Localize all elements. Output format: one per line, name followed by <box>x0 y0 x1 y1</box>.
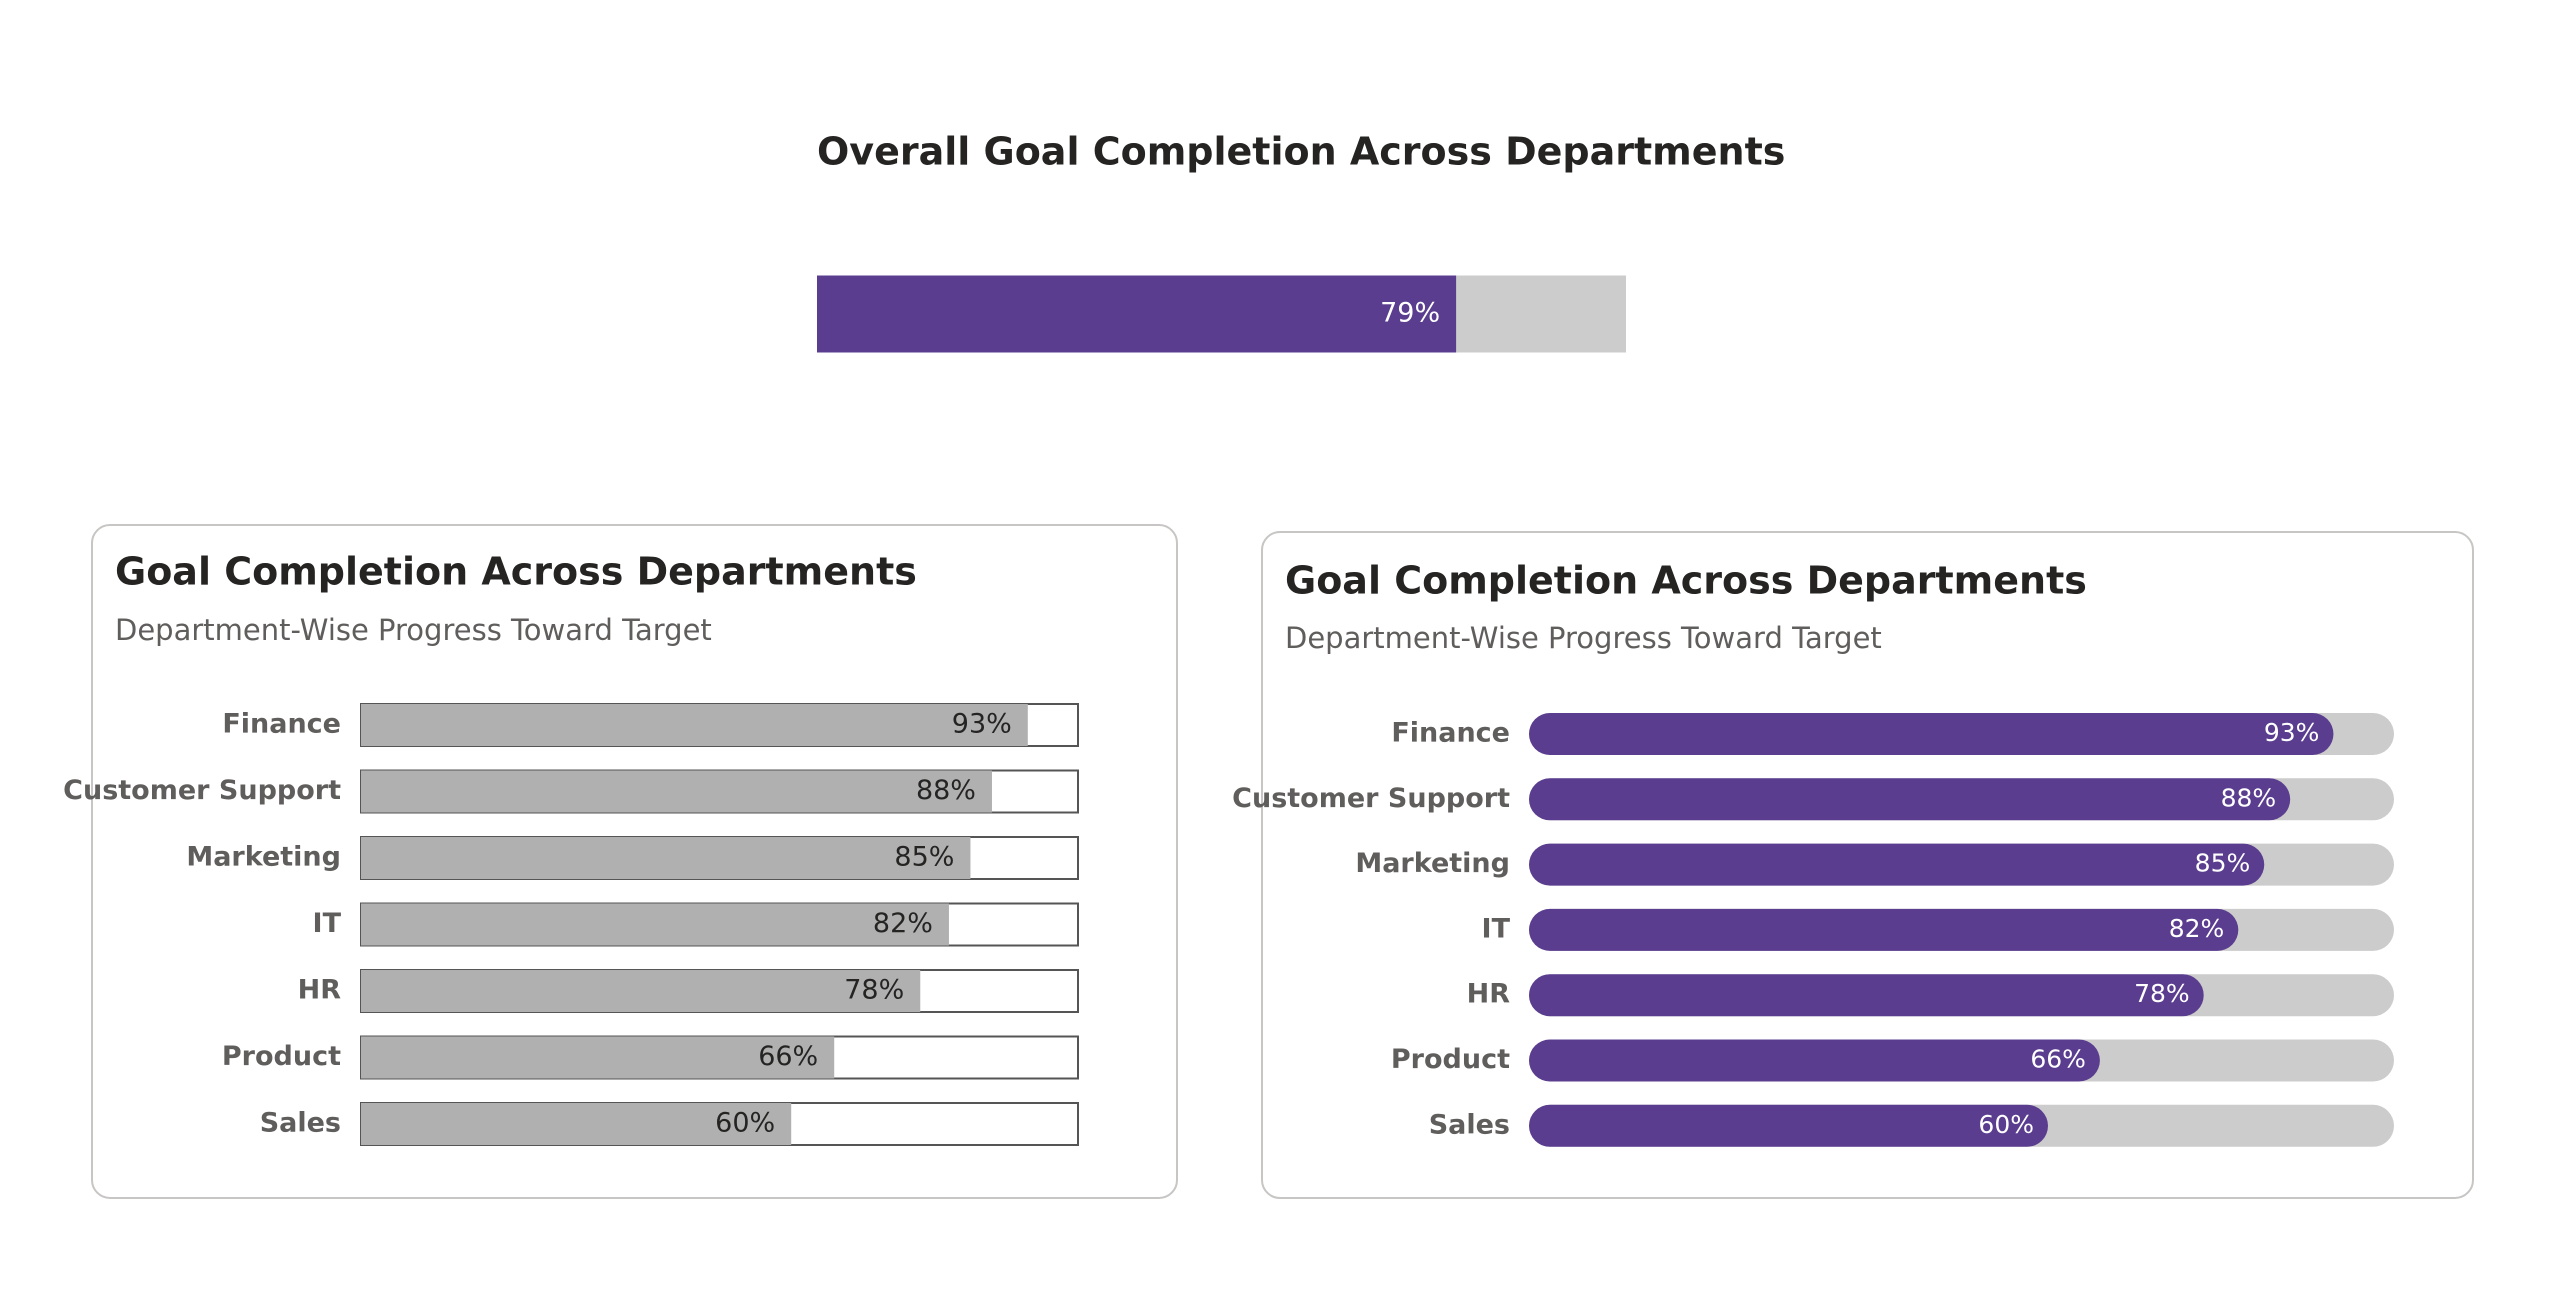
bar <box>1529 1104 2048 1147</box>
value-label: 66% <box>758 1041 818 1072</box>
chart-title: Goal Completion Across Departments <box>1285 559 2087 603</box>
value-label: 78% <box>2134 979 2190 1008</box>
category-label: Marketing <box>1355 848 1510 879</box>
category-label: Finance <box>222 709 341 740</box>
value-label: 85% <box>894 842 954 873</box>
value-label: 60% <box>1978 1110 2034 1139</box>
category-label: Finance <box>1391 718 1510 749</box>
bar <box>361 704 1028 746</box>
bar <box>361 970 921 1012</box>
value-label: 85% <box>2195 849 2251 878</box>
bar <box>1529 778 2291 821</box>
value-label: 60% <box>715 1108 775 1139</box>
bar <box>361 903 949 946</box>
value-label: 79% <box>1380 298 1440 329</box>
bar <box>1529 713 2334 755</box>
category-label: IT <box>313 908 342 939</box>
category-label: Marketing <box>186 842 341 873</box>
chart-title: Goal Completion Across Departments <box>115 550 917 594</box>
category-label: Sales <box>260 1108 341 1139</box>
category-label: Product <box>1391 1044 1510 1075</box>
bar <box>1529 908 2239 951</box>
chart-subtitle: Department-Wise Progress Toward Target <box>1285 621 1882 655</box>
bar <box>361 837 971 879</box>
value-label: 82% <box>2169 914 2225 943</box>
value-label: 66% <box>2030 1045 2086 1074</box>
category-label: HR <box>298 975 342 1006</box>
value-label: 88% <box>916 775 976 806</box>
bar <box>1529 974 2204 1017</box>
value-label: 82% <box>873 908 933 939</box>
category-label: Customer Support <box>1232 783 1510 814</box>
bar <box>361 770 992 813</box>
value-label: 88% <box>2221 783 2277 812</box>
value-label: 78% <box>844 975 904 1006</box>
bar <box>1529 1039 2100 1082</box>
bar <box>817 275 1457 353</box>
category-label: Sales <box>1429 1109 1510 1140</box>
category-label: IT <box>1482 913 1511 944</box>
bar <box>1529 843 2265 886</box>
category-label: Customer Support <box>63 775 341 806</box>
category-label: HR <box>1467 979 1511 1010</box>
bar <box>361 1036 835 1079</box>
category-label: Product <box>222 1041 341 1072</box>
value-label: 93% <box>2264 718 2320 747</box>
chart-title: Overall Goal Completion Across Departmen… <box>817 130 1785 174</box>
value-label: 93% <box>952 709 1012 740</box>
chart-subtitle: Department-Wise Progress Toward Target <box>115 613 712 647</box>
bar <box>361 1103 792 1145</box>
